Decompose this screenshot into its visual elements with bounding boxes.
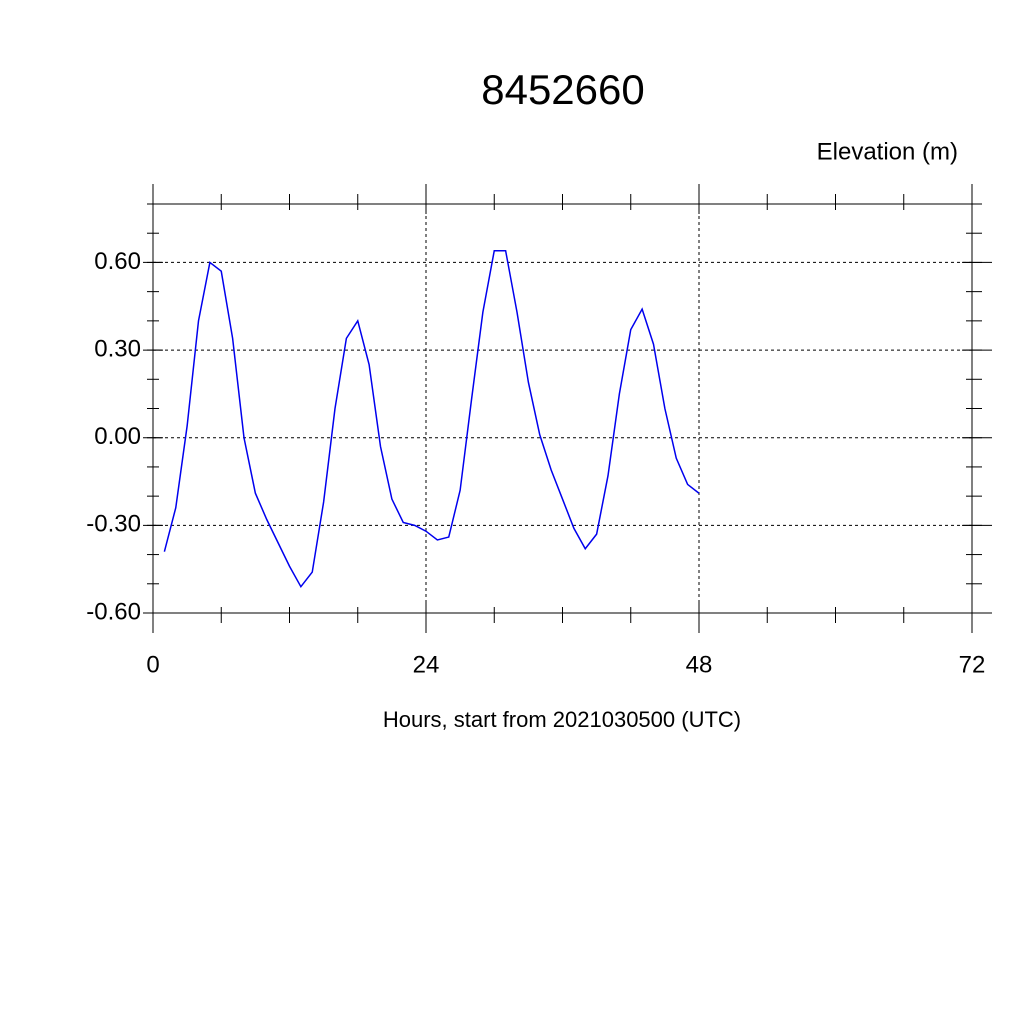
y-axis-label: Elevation (m) [817, 138, 958, 165]
x-axis-label: Hours, start from 2021030500 (UTC) [383, 707, 741, 732]
chart-title: 8452660 [481, 66, 645, 113]
x-tick-label: 72 [959, 651, 986, 678]
y-tick-label: 0.00 [94, 423, 141, 450]
y-tick-label: -0.30 [86, 511, 141, 538]
data-line [163, 249, 700, 589]
x-tick-label: 24 [413, 651, 440, 678]
y-tick-label: -0.60 [86, 598, 141, 625]
x-tick-label: 48 [686, 651, 713, 678]
y-tick-label: 0.30 [94, 335, 141, 362]
y-tick-label: 0.60 [94, 248, 141, 275]
x-tick-label: 0 [146, 651, 159, 678]
